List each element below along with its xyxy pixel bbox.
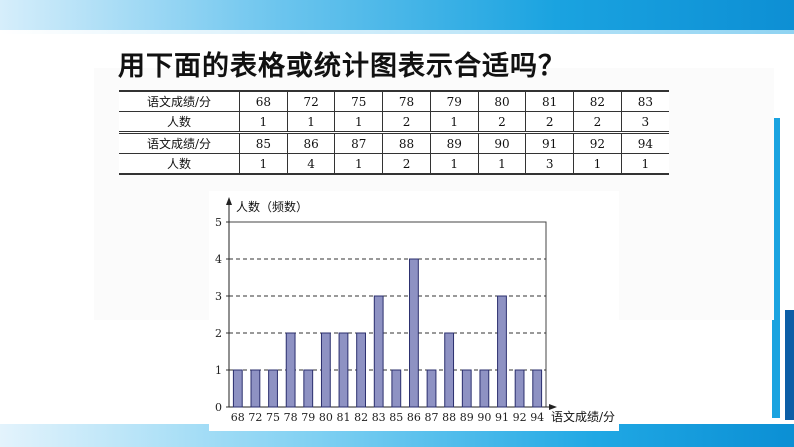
x-tick-label: 91 xyxy=(495,411,509,424)
table-cell: 1 xyxy=(429,111,479,134)
x-axis-label: 语文成绩/分 xyxy=(551,409,615,424)
x-tick-label: 72 xyxy=(248,411,262,424)
table-cell: 80 xyxy=(477,90,527,112)
x-tick-label: 90 xyxy=(477,411,491,424)
bar-chart: 0 1 2 3 4 5 人数（频数） 语文成绩/分 68 72 75 78 79 80 81 82 83 85 86… xyxy=(209,191,619,435)
table-cell: 82 xyxy=(573,90,622,112)
x-tick-label: 88 xyxy=(442,411,456,424)
bar xyxy=(444,332,455,408)
table-cell: 94 xyxy=(620,132,669,154)
right-decor-bar xyxy=(772,118,780,418)
x-tick-label: 75 xyxy=(266,411,280,424)
bar xyxy=(532,369,543,408)
table-cell: 90 xyxy=(477,132,527,154)
bar xyxy=(426,369,437,408)
table-row: 人数 1 4 1 2 1 1 3 1 1 xyxy=(119,153,669,175)
bar xyxy=(391,369,402,408)
y-axis-label: 人数（频数） xyxy=(236,199,308,214)
table-cell: 78 xyxy=(382,90,431,112)
bar xyxy=(497,295,507,408)
table-cell: 1 xyxy=(620,153,669,175)
x-tick-label: 86 xyxy=(407,411,421,424)
x-tick-label: 68 xyxy=(231,411,245,424)
table-cell: 2 xyxy=(573,111,622,134)
x-tick-label: 80 xyxy=(319,411,333,424)
table-cell: 88 xyxy=(382,132,431,154)
bar-chart-svg: 0 1 2 3 4 5 人数（频数） 语文成绩/分 68 72 75 78 79 80 81 82 83 85 86… xyxy=(215,197,615,424)
bar xyxy=(250,369,261,408)
score-table: 语文成绩/分 68 72 75 78 79 80 81 82 83 人数 1 1… xyxy=(119,90,669,175)
bar xyxy=(232,369,243,408)
table-cell: 2 xyxy=(477,111,527,134)
bar xyxy=(285,332,296,408)
table-cell: 3 xyxy=(525,153,575,175)
x-axis-arrow xyxy=(549,404,557,410)
table-cell: 2 xyxy=(382,153,431,175)
table-cell: 4 xyxy=(286,153,336,175)
table-cell: 1 xyxy=(286,111,336,134)
table-cell: 79 xyxy=(429,90,479,112)
table-cell: 1 xyxy=(334,153,384,175)
x-tick-label: 89 xyxy=(460,411,474,424)
y-tick-label: 2 xyxy=(215,327,222,340)
table-cell: 86 xyxy=(286,132,336,154)
table-cell: 91 xyxy=(525,132,575,154)
table-cell: 89 xyxy=(429,132,479,154)
right-decor-bar-dark xyxy=(785,310,794,420)
bar xyxy=(320,332,331,408)
table-row: 人数 1 1 1 2 1 2 2 2 3 xyxy=(119,111,669,134)
bar xyxy=(356,332,366,408)
bar xyxy=(303,369,314,408)
table-cell: 75 xyxy=(334,90,384,112)
top-decor-band xyxy=(0,0,794,34)
y-tick-label: 5 xyxy=(215,216,222,229)
table-cell: 68 xyxy=(239,90,288,112)
table-row: 语文成绩/分 85 86 87 88 89 90 91 92 94 xyxy=(119,132,669,154)
table-cell: 83 xyxy=(620,90,669,112)
page-title: 用下面的表格或统计图表示合适吗？ xyxy=(118,51,566,82)
table-cell: 1 xyxy=(334,111,384,134)
bar xyxy=(461,369,472,408)
bar xyxy=(338,332,349,408)
x-tick-label: 78 xyxy=(284,411,298,424)
bar xyxy=(373,295,384,408)
table-cell: 81 xyxy=(525,90,575,112)
table-cell: 3 xyxy=(620,111,669,134)
bar xyxy=(479,369,490,408)
table-cell: 2 xyxy=(525,111,575,134)
table-cell: 92 xyxy=(573,132,622,154)
y-tick-label: 0 xyxy=(215,401,222,414)
y-tick-label: 1 xyxy=(215,364,222,377)
x-tick-label: 87 xyxy=(425,411,439,424)
x-tick-label: 79 xyxy=(301,411,315,424)
table-cell: 87 xyxy=(334,132,384,154)
table-cell: 1 xyxy=(429,153,479,175)
bar xyxy=(409,258,419,408)
table-cell: 85 xyxy=(239,132,288,154)
row-header: 语文成绩/分 xyxy=(119,132,240,154)
table-row: 语文成绩/分 68 72 75 78 79 80 81 82 83 xyxy=(119,90,669,112)
row-header: 人数 xyxy=(119,153,240,175)
x-tick-label: 92 xyxy=(513,411,527,424)
y-axis-arrow xyxy=(226,197,232,205)
table-cell: 1 xyxy=(239,111,288,134)
table-cell: 1 xyxy=(573,153,622,175)
table-cell: 72 xyxy=(286,90,336,112)
row-header: 语文成绩/分 xyxy=(119,90,240,112)
chart-box: 0 1 2 3 4 5 人数（频数） 语文成绩/分 68 72 75 78 79 80 81 82 83 85 86… xyxy=(209,191,619,431)
table-cell: 1 xyxy=(477,153,527,175)
y-tick-label: 4 xyxy=(215,253,222,266)
bar xyxy=(514,369,525,408)
row-header: 人数 xyxy=(119,111,240,134)
x-tick-label: 81 xyxy=(336,411,350,424)
x-tick-label: 83 xyxy=(372,411,386,424)
x-tick-label: 85 xyxy=(389,411,403,424)
y-tick-label: 3 xyxy=(215,290,222,303)
x-tick-label: 94 xyxy=(530,411,544,424)
table-cell: 1 xyxy=(239,153,288,175)
bar xyxy=(268,369,278,408)
table-cell: 2 xyxy=(382,111,431,134)
x-tick-label: 82 xyxy=(354,411,368,424)
